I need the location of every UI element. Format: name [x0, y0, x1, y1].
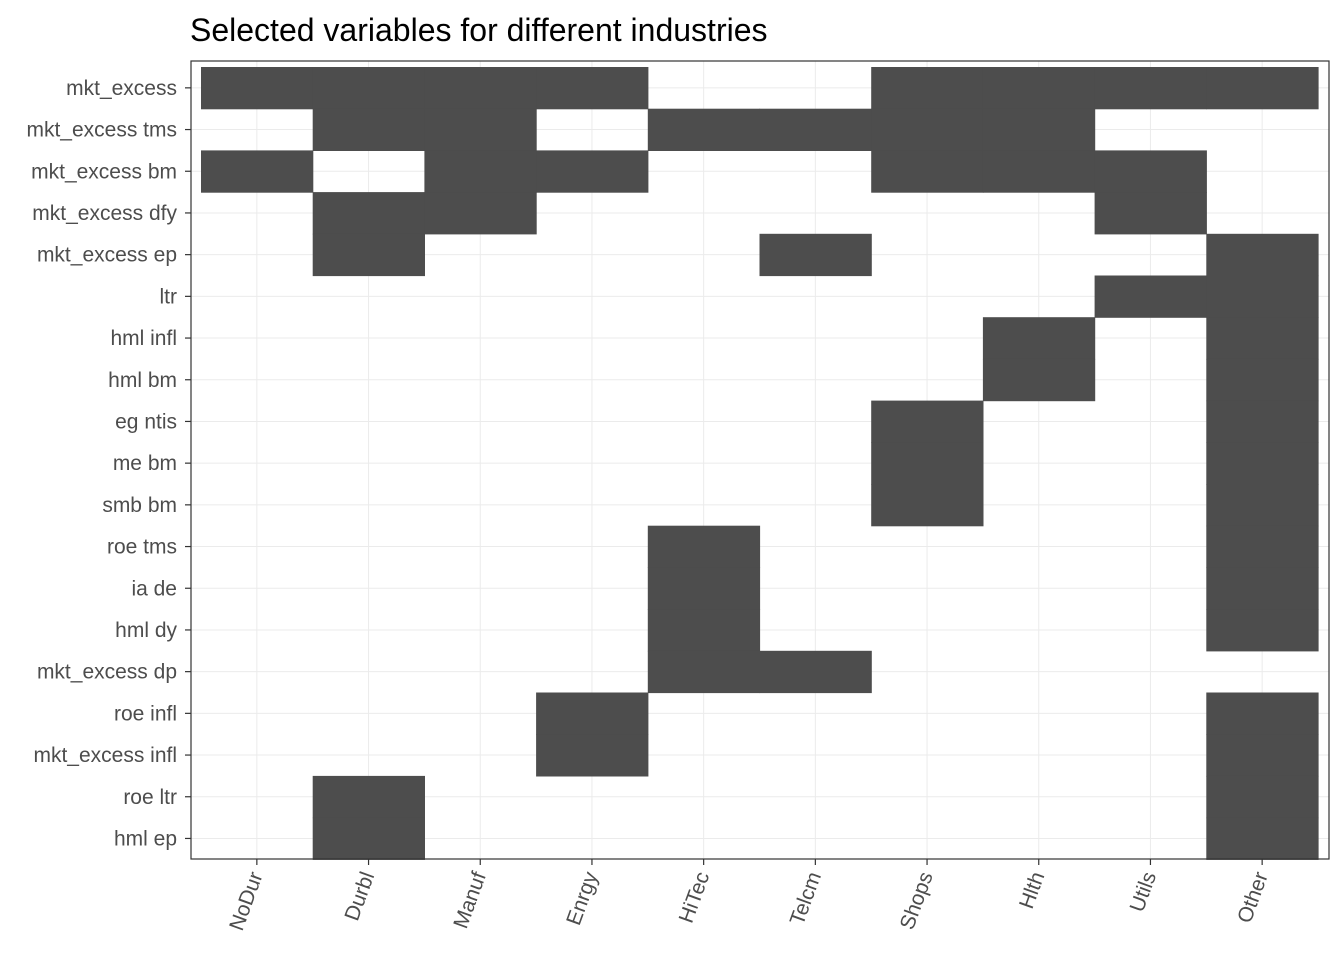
x-tick-label: NoDur	[225, 869, 267, 934]
heatmap-cell	[1206, 275, 1319, 318]
y-tick-label: mkt_excess tms	[26, 119, 177, 142]
heatmap-cell	[759, 650, 872, 694]
y-tick-label: ltr	[160, 285, 178, 308]
heatmap-cell	[201, 150, 314, 193]
heatmap-cell	[312, 233, 425, 277]
x-tick-label: Hlth	[1015, 869, 1049, 912]
heatmap-cell	[424, 192, 537, 235]
y-tick-label: hml infl	[110, 327, 177, 350]
heatmap-cell	[871, 67, 984, 110]
y-tick-label: mkt_excess ep	[37, 244, 177, 267]
heatmap-cell	[201, 67, 314, 110]
y-axis-ticks: mkt_excess mkt_excess tms mkt_excess bm mkt…	[26, 77, 191, 850]
heatmap-cell	[647, 525, 761, 568]
heatmap-cell	[647, 567, 761, 610]
heatmap-cell	[871, 484, 984, 527]
heatmap-cell	[1094, 275, 1207, 318]
heatmap-cell	[647, 650, 761, 694]
heatmap-cell	[1094, 150, 1207, 193]
chart-title: Selected variables for different industr…	[190, 12, 768, 48]
heatmap-cell	[982, 150, 1096, 193]
heatmap-cell	[871, 442, 984, 485]
heatmap-cell	[1206, 400, 1319, 443]
heatmap-cell	[312, 108, 425, 151]
y-tick-label: mkt_excess dp	[37, 661, 177, 684]
heatmap-cell	[1206, 567, 1319, 610]
x-tick-label: Other	[1233, 869, 1273, 926]
heatmap-cell	[871, 400, 984, 443]
heatmap-cell	[1206, 525, 1319, 568]
heatmap-cell	[536, 150, 649, 193]
x-tick-label: Telcm	[786, 869, 826, 928]
heatmap-cell	[982, 317, 1096, 360]
y-tick-label: roe tms	[107, 536, 177, 559]
heatmap-cell	[1094, 67, 1207, 110]
heatmap-cell	[1206, 692, 1319, 735]
heatmap-cell	[982, 108, 1096, 151]
y-tick-label: mkt_excess bm	[31, 160, 177, 183]
heatmap-cell	[982, 67, 1096, 110]
x-axis-ticks: NoDur Durbl Manuf Enrgy HiTec Telcm Shops Hlth U…	[225, 859, 1273, 934]
heatmap-cell	[1206, 358, 1319, 402]
heatmap-cell	[647, 609, 761, 652]
heatmap-cell	[759, 108, 872, 151]
heatmap-cell	[1206, 233, 1319, 277]
heatmap-cell	[536, 67, 649, 110]
y-tick-label: smb bm	[102, 494, 177, 517]
heatmap-cell	[312, 192, 425, 235]
heatmap-cell	[1206, 484, 1319, 527]
heatmap-cell	[424, 108, 537, 151]
heatmap-cell	[647, 108, 761, 151]
heatmap-cell	[1206, 442, 1319, 485]
y-tick-label: mkt_excess infl	[33, 744, 177, 767]
y-tick-label: roe ltr	[123, 786, 177, 809]
x-tick-label: Utils	[1126, 869, 1162, 915]
heatmap-cell	[871, 108, 984, 151]
y-tick-label: hml bm	[108, 369, 177, 392]
heatmap-cell	[1206, 817, 1319, 860]
x-tick-label: Enrgy	[562, 868, 603, 928]
y-tick-label: eg ntis	[115, 410, 177, 433]
heatmap-cell	[536, 692, 649, 735]
heatmap-cell	[312, 67, 425, 110]
x-tick-label: Shops	[896, 869, 938, 933]
heatmap-cell	[759, 233, 872, 277]
heatmap-cell	[1206, 609, 1319, 652]
heatmap-cell	[312, 775, 425, 819]
heatmap-cell	[1206, 734, 1319, 777]
heatmap-cell	[982, 358, 1096, 402]
y-tick-label: me bm	[113, 452, 177, 475]
y-tick-label: roe infl	[114, 702, 177, 725]
x-tick-label: Manuf	[449, 869, 491, 932]
y-tick-label: ia de	[131, 577, 177, 600]
y-tick-label: mkt_excess	[66, 77, 177, 100]
heatmap-cell	[1206, 775, 1319, 819]
heatmap-cell	[424, 150, 537, 193]
x-tick-label: Durbl	[340, 869, 379, 924]
heatmap-cell	[871, 150, 984, 193]
heatmap-cell	[1094, 192, 1207, 235]
y-tick-label: hml ep	[114, 827, 177, 850]
panel-border	[190, 60, 1330, 860]
heatmap-cells	[201, 67, 1319, 860]
y-tick-label: hml dy	[115, 619, 177, 642]
y-tick-label: mkt_excess dfy	[32, 202, 177, 225]
heatmap-cell	[1206, 317, 1319, 360]
x-tick-label: HiTec	[675, 869, 715, 926]
heatmap-cell	[312, 817, 425, 860]
heatmap-cell	[536, 734, 649, 777]
heatmap-cell	[1206, 67, 1319, 110]
heatmap-cell	[424, 67, 537, 110]
